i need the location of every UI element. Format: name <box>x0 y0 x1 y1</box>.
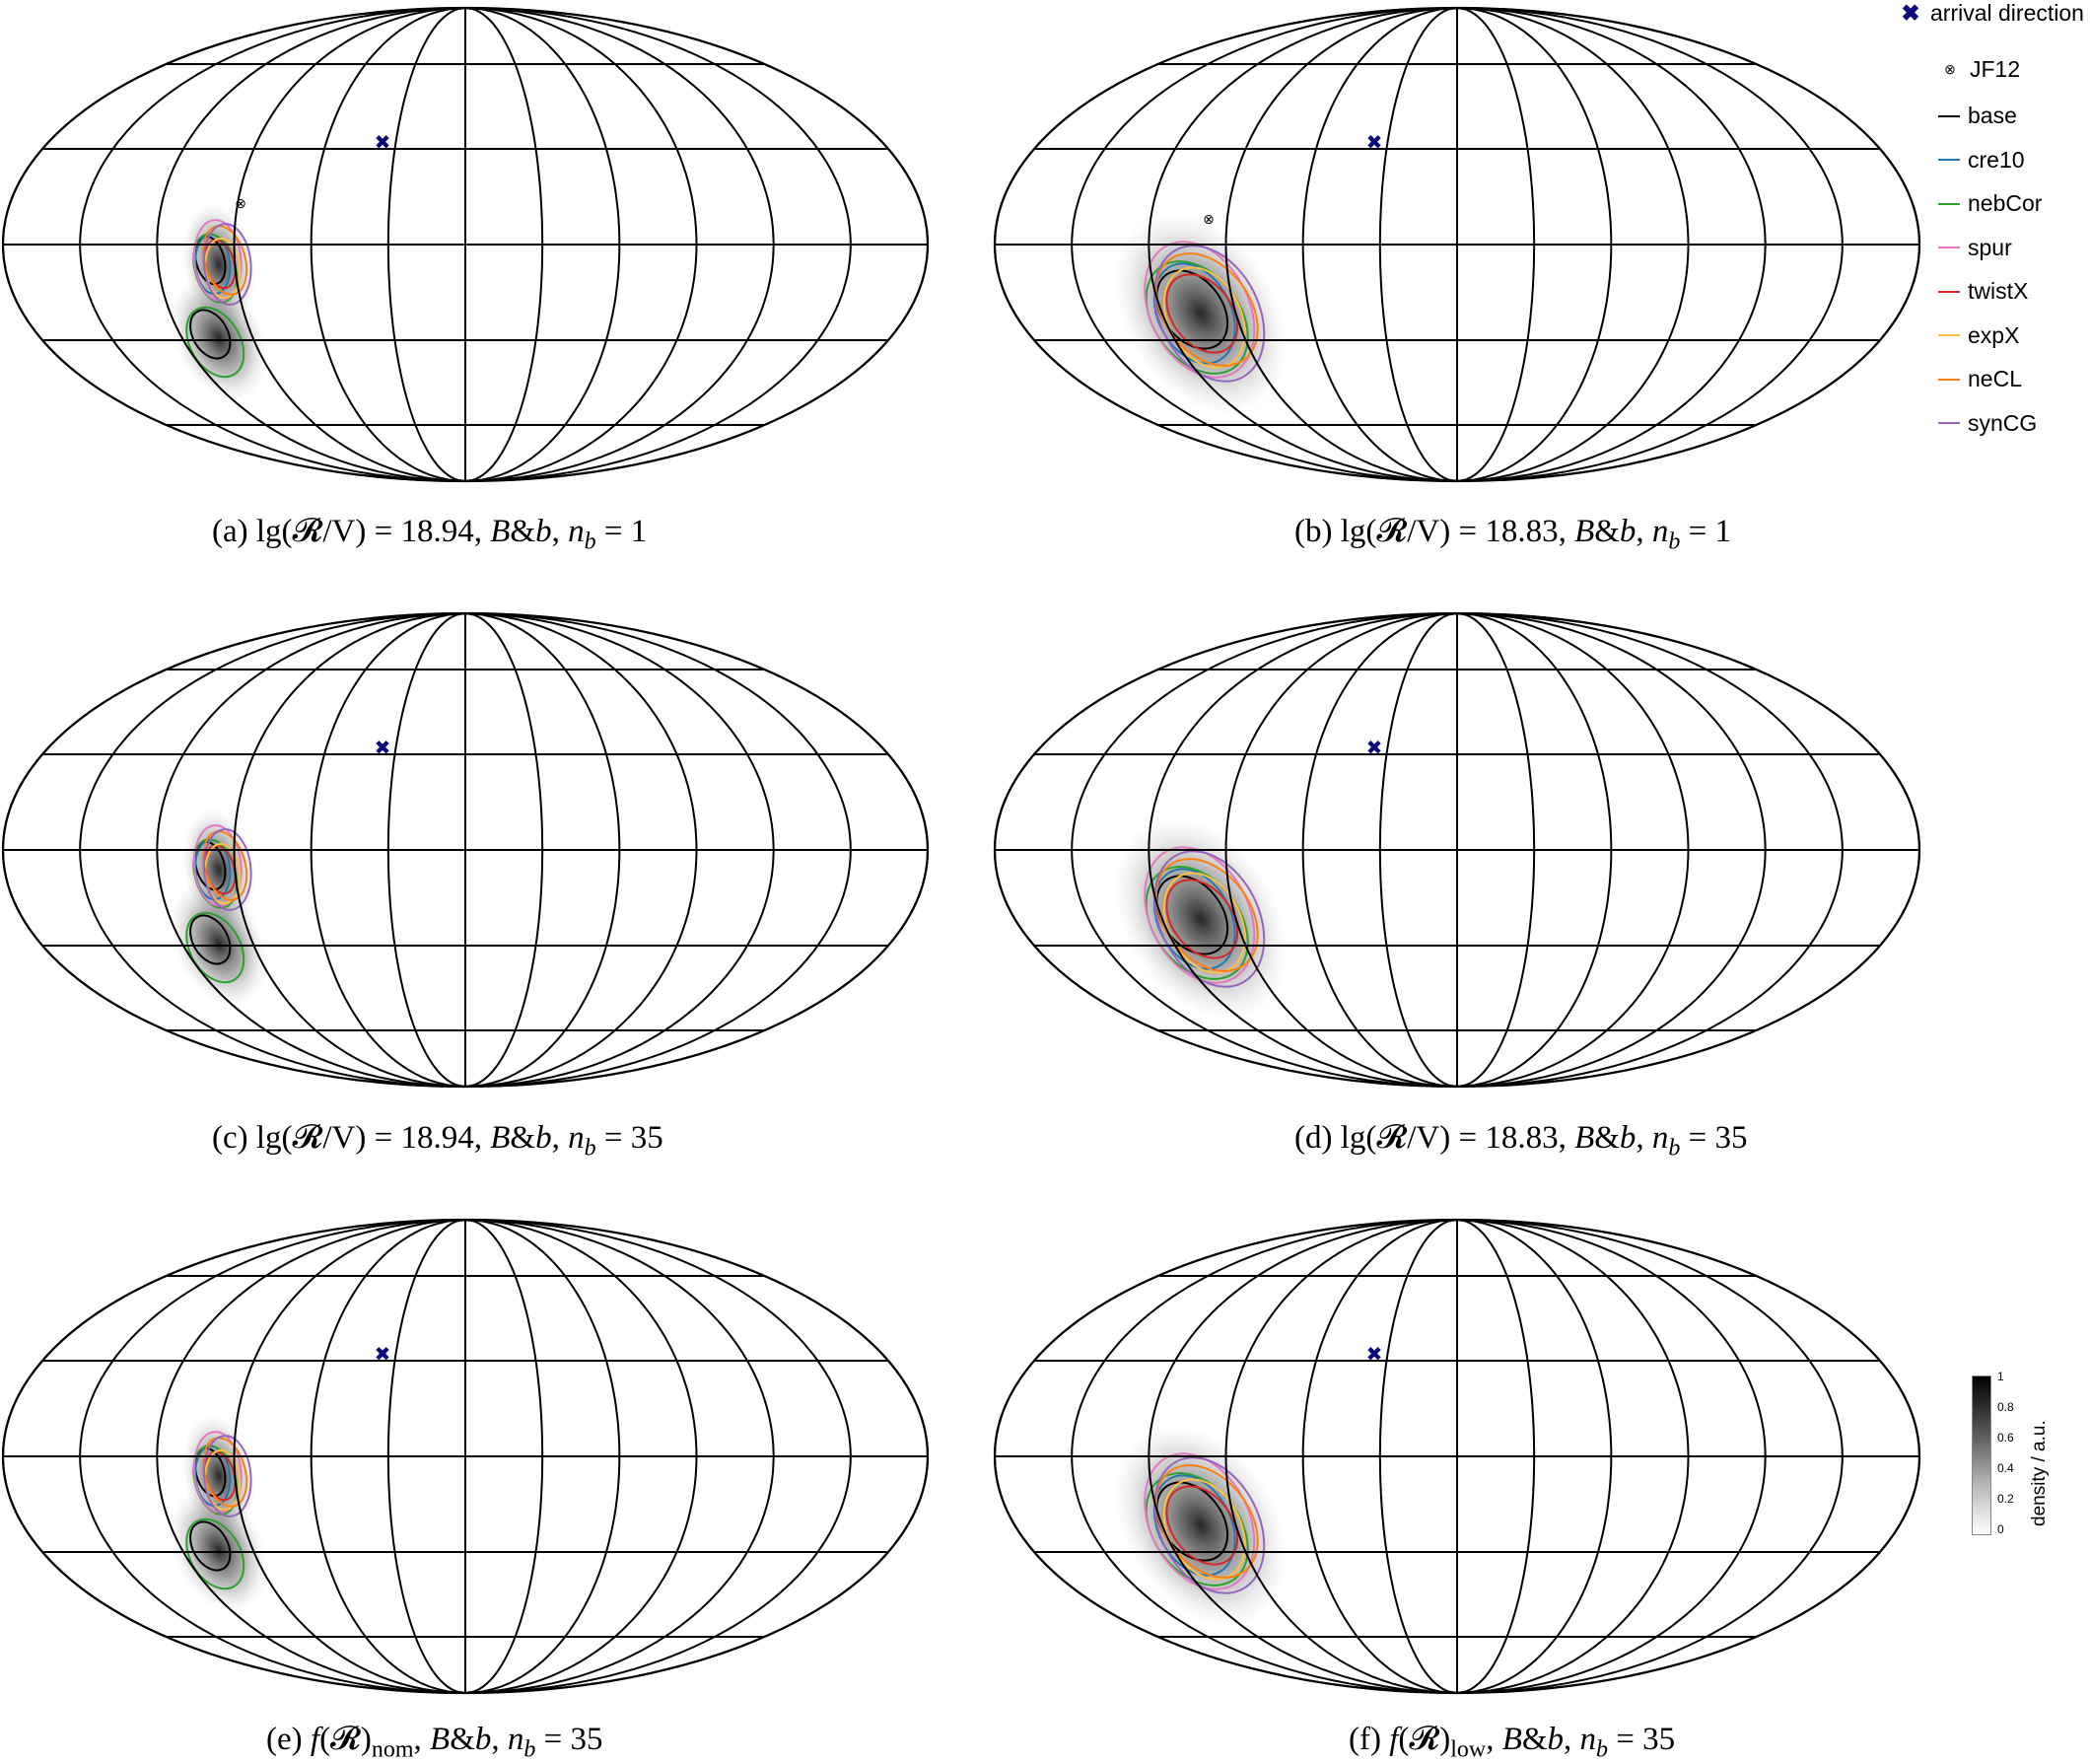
density-blob <box>1113 1423 1289 1628</box>
colorbar-tick: 0.4 <box>1997 1461 2014 1475</box>
legend-jf12: ⊗ JF12 <box>1938 56 2020 83</box>
legend-label: neCL <box>1968 366 2022 391</box>
legend-label: expX <box>1968 321 2020 348</box>
legend-arrival: ✖ arrival direction <box>1899 0 2084 27</box>
contour-base <box>189 914 232 965</box>
jf12-marker-icon: ⊗ <box>1944 61 1956 77</box>
caption-d: (d) lg(𝓡/V) = 18.83, B&b, nb = 35 <box>1294 1120 1748 1162</box>
jf12-marker: ⊗ <box>235 196 246 212</box>
caption-e: (e) f(𝓡)nom, B&b, nb = 35 <box>266 1722 603 1763</box>
arrival-direction-marker: ✖ <box>375 130 391 154</box>
contour-twistX <box>1165 879 1239 959</box>
colorbar <box>1972 1376 1991 1535</box>
legend-line-icon <box>1938 159 1960 161</box>
caption-a: (a) lg(𝓡/V) = 18.94, B&b, nb = 1 <box>212 514 648 555</box>
arrival-direction-marker: ✖ <box>375 1342 391 1366</box>
contour-synCG <box>202 1435 252 1517</box>
caption-f: (f) f(𝓡)low, B&b, nb = 35 <box>1349 1722 1676 1763</box>
legend-line-icon <box>1938 378 1960 381</box>
contour-base <box>189 1520 232 1572</box>
contour-synCG <box>202 828 252 911</box>
skymap-panel-a: ✖⊗ <box>1 6 930 483</box>
legend-label: twistX <box>1968 278 2029 304</box>
density-blob <box>1113 211 1289 416</box>
colorbar-tick: 0.6 <box>1997 1431 2014 1445</box>
contour-spur <box>192 219 243 302</box>
legend-item-synCG: synCG <box>1938 410 2037 437</box>
legend-item-cre10: cre10 <box>1938 147 2025 174</box>
legend-line-icon <box>1938 290 1960 293</box>
legend-line-icon <box>1938 247 1960 248</box>
legend-line-icon <box>1938 202 1960 205</box>
legend-line-icon <box>1938 114 1960 117</box>
contour-synCG <box>1153 850 1266 988</box>
colorbar-tick: 0 <box>1997 1522 2004 1536</box>
legend-line-icon <box>1938 422 1960 424</box>
legend-jf12-label: JF12 <box>1970 56 2021 82</box>
map-outline <box>993 1218 1921 1695</box>
legend-label: spur <box>1968 234 2012 260</box>
skymap-panel-c: ✖ <box>1 611 930 1089</box>
contour-synCG <box>1153 245 1266 383</box>
legend-line-icon <box>1938 334 1960 336</box>
skymap-panel-e: ✖ <box>1 1218 930 1695</box>
contour-spur <box>192 1431 243 1514</box>
contour-base <box>189 309 232 360</box>
map-outline <box>993 611 1921 1089</box>
map-outline <box>1 6 930 483</box>
arrival-direction-marker: ✖ <box>1366 1342 1383 1366</box>
legend-label: nebCor <box>1968 190 2043 216</box>
legend-item-spur: spur <box>1938 235 2012 261</box>
arrival-marker-icon: ✖ <box>1901 0 1920 26</box>
contour-spur <box>192 824 243 907</box>
skymap-panel-f: ✖ <box>993 1218 1921 1695</box>
map-outline <box>1 611 930 1089</box>
legend-label: cre10 <box>1968 146 2025 173</box>
contour-twistX <box>1165 273 1239 354</box>
map-outline <box>993 6 1921 483</box>
legend-item-neCL: neCL <box>1938 366 2022 392</box>
arrival-direction-marker: ✖ <box>375 736 391 759</box>
legend-item-expX: expX <box>1938 322 2019 349</box>
colorbar-label: density / a.u. <box>2029 1420 2050 1526</box>
caption-c: (c) lg(𝓡/V) = 18.94, B&b, nb = 35 <box>212 1120 663 1162</box>
arrival-direction-marker: ✖ <box>1366 130 1383 154</box>
legend-arrival-label: arrival direction <box>1930 0 2084 26</box>
contour-synCG <box>1153 1456 1266 1594</box>
legend-item-base: base <box>1938 103 2017 129</box>
skymap-panel-b: ✖⊗ <box>993 6 1921 483</box>
legend-label: synCG <box>1968 409 2038 436</box>
contour-synCG <box>202 223 252 306</box>
legend-label: base <box>1968 103 2017 128</box>
colorbar-tick: 0.2 <box>1997 1492 2014 1506</box>
legend-item-twistX: twistX <box>1938 278 2028 305</box>
map-outline <box>1 1218 930 1695</box>
arrival-direction-marker: ✖ <box>1366 736 1383 759</box>
contour-twistX <box>1165 1485 1239 1566</box>
colorbar-tick: 0.8 <box>1997 1400 2014 1414</box>
caption-b: (b) lg(𝓡/V) = 18.83, B&b, nb = 1 <box>1294 514 1732 555</box>
density-blob <box>1113 816 1289 1022</box>
colorbar-tick: 1 <box>1997 1370 2004 1383</box>
skymap-panel-d: ✖ <box>993 611 1921 1089</box>
jf12-marker: ⊗ <box>1203 212 1215 228</box>
legend-item-nebCor: nebCor <box>1938 190 2042 217</box>
